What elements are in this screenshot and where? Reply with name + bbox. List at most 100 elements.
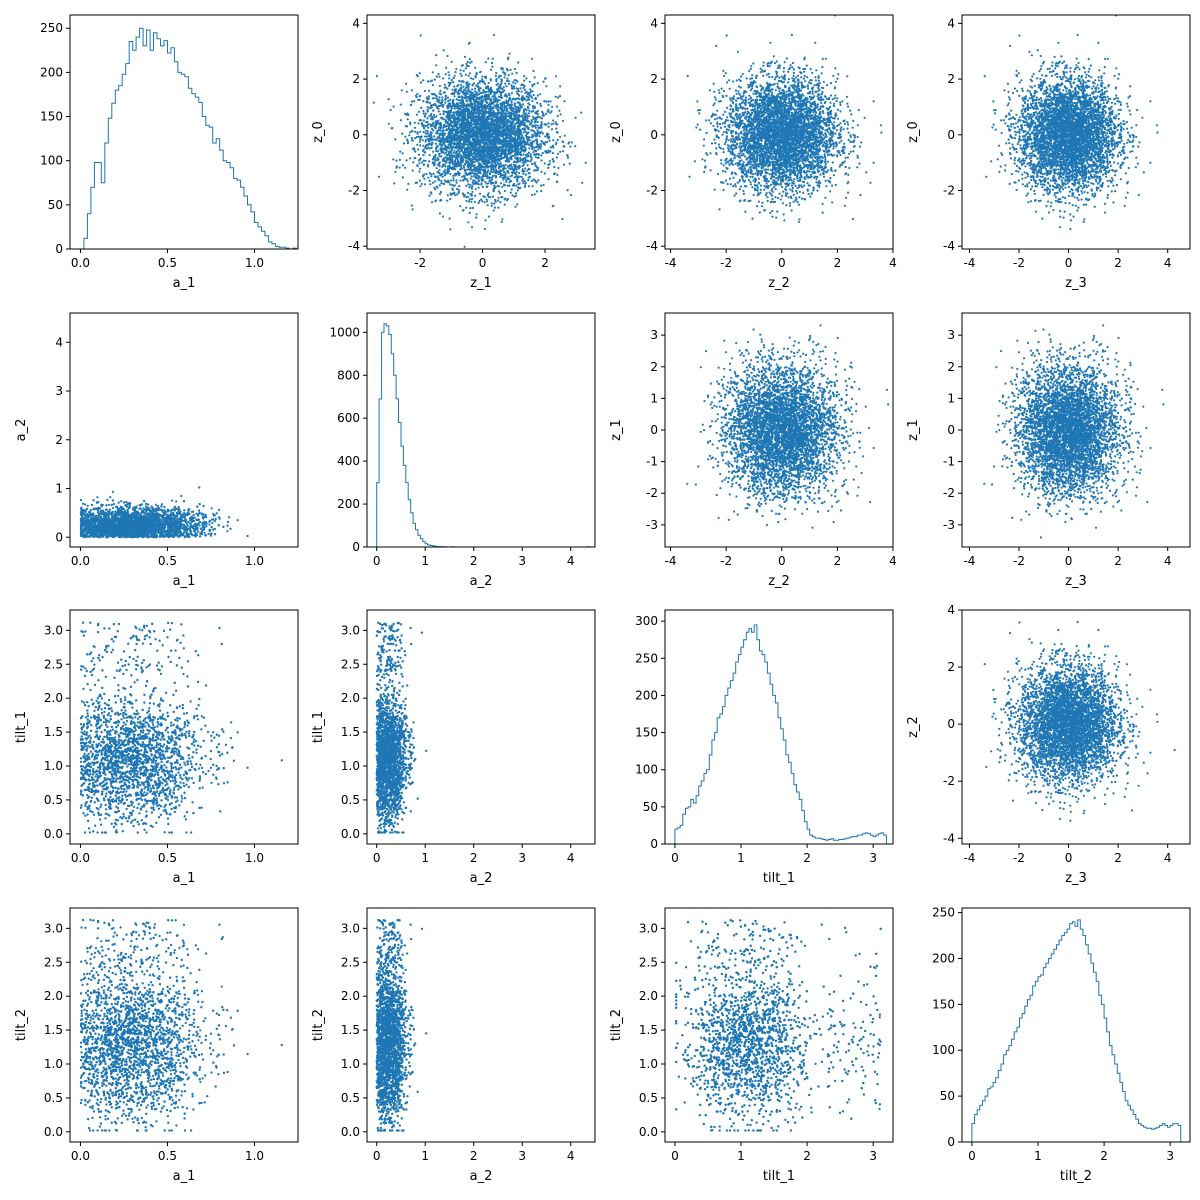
scatter-point bbox=[486, 166, 489, 169]
scatter-point bbox=[491, 143, 494, 146]
scatter-point bbox=[518, 152, 522, 155]
scatter-point bbox=[471, 127, 474, 130]
scatter-point bbox=[507, 82, 510, 85]
scatter-point bbox=[463, 175, 466, 178]
scatter-point bbox=[537, 153, 540, 156]
scatter-point bbox=[485, 123, 488, 127]
scatter-point bbox=[514, 108, 518, 111]
scatter-point bbox=[485, 127, 488, 130]
scatter-point bbox=[445, 110, 448, 113]
scatter-point bbox=[459, 142, 462, 145]
scatter-point bbox=[476, 158, 480, 162]
scatter-point bbox=[475, 174, 478, 177]
scatter-point bbox=[520, 147, 523, 150]
scatter-point bbox=[481, 152, 484, 155]
scatter-point bbox=[440, 124, 443, 128]
scatter-point bbox=[456, 141, 459, 144]
scatter-point bbox=[433, 78, 436, 81]
x-tick-label: 0.0 bbox=[71, 256, 90, 270]
scatter-point bbox=[489, 173, 492, 176]
scatter-point bbox=[471, 141, 474, 144]
scatter-point bbox=[467, 130, 470, 133]
scatter-point bbox=[514, 110, 517, 113]
scatter-point bbox=[528, 109, 531, 112]
scatter-point bbox=[422, 112, 425, 115]
scatter-point bbox=[474, 182, 477, 185]
scatter-point bbox=[436, 120, 439, 123]
scatter-point bbox=[421, 149, 424, 152]
scatter-point bbox=[494, 74, 497, 77]
scatter-point bbox=[438, 96, 441, 99]
scatter-point bbox=[499, 118, 502, 121]
scatter-point bbox=[468, 198, 471, 201]
scatter-point bbox=[471, 88, 474, 91]
scatter-point bbox=[414, 150, 417, 153]
scatter-point bbox=[444, 73, 447, 76]
scatter-point bbox=[470, 198, 474, 201]
scatter-point bbox=[467, 74, 470, 77]
scatter-point bbox=[478, 71, 482, 74]
scatter-point bbox=[437, 128, 440, 132]
scatter-point bbox=[468, 127, 471, 130]
scatter-point bbox=[478, 199, 481, 203]
scatter-point bbox=[506, 199, 509, 202]
scatter-point bbox=[569, 193, 573, 197]
scatter-point bbox=[479, 92, 482, 95]
scatter-point bbox=[392, 105, 395, 108]
scatter-point bbox=[445, 66, 448, 69]
scatter-point bbox=[445, 149, 448, 152]
scatter-point bbox=[556, 180, 559, 184]
scatter-point bbox=[531, 125, 534, 128]
y-tick-label: 150 bbox=[40, 110, 63, 124]
scatter-point bbox=[464, 172, 467, 175]
scatter-point bbox=[879, 124, 883, 127]
scatter-point bbox=[545, 85, 548, 88]
scatter-point bbox=[450, 114, 454, 117]
scatter-point bbox=[477, 179, 481, 183]
scatter-point bbox=[462, 142, 466, 146]
scatter-point bbox=[441, 165, 444, 168]
scatter-point bbox=[466, 92, 469, 95]
scatter-point bbox=[535, 146, 538, 149]
scatter-point bbox=[435, 54, 438, 57]
scatter-point bbox=[516, 92, 519, 95]
scatter-point bbox=[478, 162, 481, 165]
scatter-point bbox=[470, 165, 473, 168]
scatter-point bbox=[523, 123, 526, 126]
scatter-point bbox=[487, 215, 490, 218]
scatter-point bbox=[462, 126, 465, 129]
scatter-point bbox=[499, 95, 502, 98]
scatter-point bbox=[451, 120, 454, 124]
scatter-point bbox=[435, 132, 438, 135]
scatter-point bbox=[466, 143, 469, 147]
scatter-point bbox=[542, 183, 545, 187]
scatter-point bbox=[447, 71, 450, 74]
scatter-point bbox=[481, 140, 484, 143]
scatter-point bbox=[472, 77, 475, 81]
scatter-point bbox=[557, 166, 560, 170]
scatter-point bbox=[416, 143, 419, 146]
scatter-point bbox=[532, 109, 535, 113]
scatter-point bbox=[527, 151, 531, 154]
scatter-point bbox=[472, 156, 475, 159]
scatter-point bbox=[421, 139, 424, 142]
scatter-point bbox=[417, 153, 421, 156]
scatter-point bbox=[533, 106, 537, 109]
scatter-point bbox=[509, 175, 512, 178]
scatter-point bbox=[531, 142, 534, 145]
scatter-point bbox=[442, 163, 445, 166]
scatter-point bbox=[516, 133, 519, 136]
scatter-point bbox=[415, 181, 419, 184]
scatter-point bbox=[492, 181, 495, 184]
scatter-point bbox=[435, 115, 438, 118]
scatter-point bbox=[533, 153, 536, 157]
scatter-point bbox=[461, 156, 464, 159]
scatter-point bbox=[501, 114, 504, 117]
scatter-point bbox=[463, 151, 466, 154]
scatter-point bbox=[515, 79, 518, 82]
scatter-point bbox=[441, 96, 444, 99]
y-tick-label: 0 bbox=[352, 128, 360, 142]
scatter-point bbox=[536, 156, 539, 159]
scatter-point bbox=[522, 159, 525, 162]
scatter-point bbox=[469, 99, 472, 102]
